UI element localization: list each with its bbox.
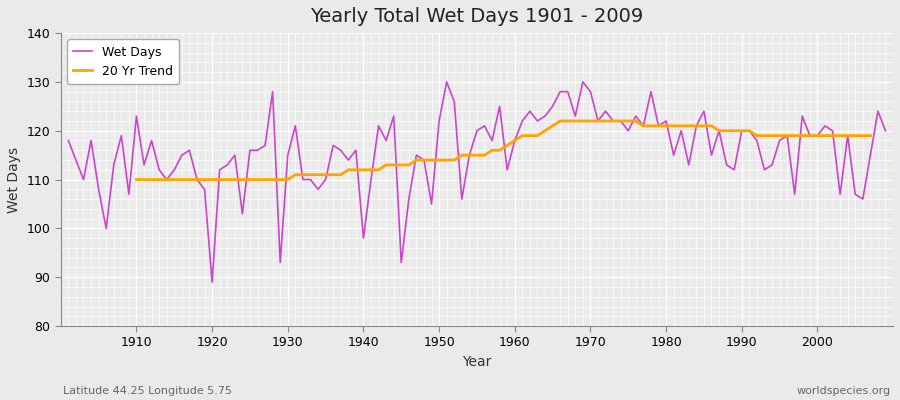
Wet Days <box>880 128 891 133</box>
Y-axis label: Wet Days: Wet Days <box>7 146 21 213</box>
Text: worldspecies.org: worldspecies.org <box>796 386 891 396</box>
Wet Days <box>441 80 452 84</box>
20 Yr Trend <box>479 153 490 158</box>
20 Yr Trend <box>554 118 565 123</box>
Title: Yearly Total Wet Days 1901 - 2009: Yearly Total Wet Days 1901 - 2009 <box>310 7 644 26</box>
Wet Days <box>343 158 354 162</box>
Wet Days <box>123 192 134 197</box>
20 Yr Trend <box>865 133 876 138</box>
Wet Days <box>616 118 626 123</box>
Wet Days <box>517 118 527 123</box>
Legend: Wet Days, 20 Yr Trend: Wet Days, 20 Yr Trend <box>67 39 179 84</box>
20 Yr Trend <box>540 128 551 133</box>
Wet Days <box>525 109 535 114</box>
20 Yr Trend <box>192 177 202 182</box>
Text: Latitude 44.25 Longitude 5.75: Latitude 44.25 Longitude 5.75 <box>63 386 232 396</box>
20 Yr Trend <box>131 177 142 182</box>
Wet Days <box>63 138 74 143</box>
Line: 20 Yr Trend: 20 Yr Trend <box>137 121 870 180</box>
20 Yr Trend <box>698 124 709 128</box>
20 Yr Trend <box>176 177 187 182</box>
20 Yr Trend <box>600 118 611 123</box>
X-axis label: Year: Year <box>463 355 491 369</box>
Line: Wet Days: Wet Days <box>68 82 886 282</box>
Wet Days <box>298 177 309 182</box>
Wet Days <box>207 280 218 284</box>
